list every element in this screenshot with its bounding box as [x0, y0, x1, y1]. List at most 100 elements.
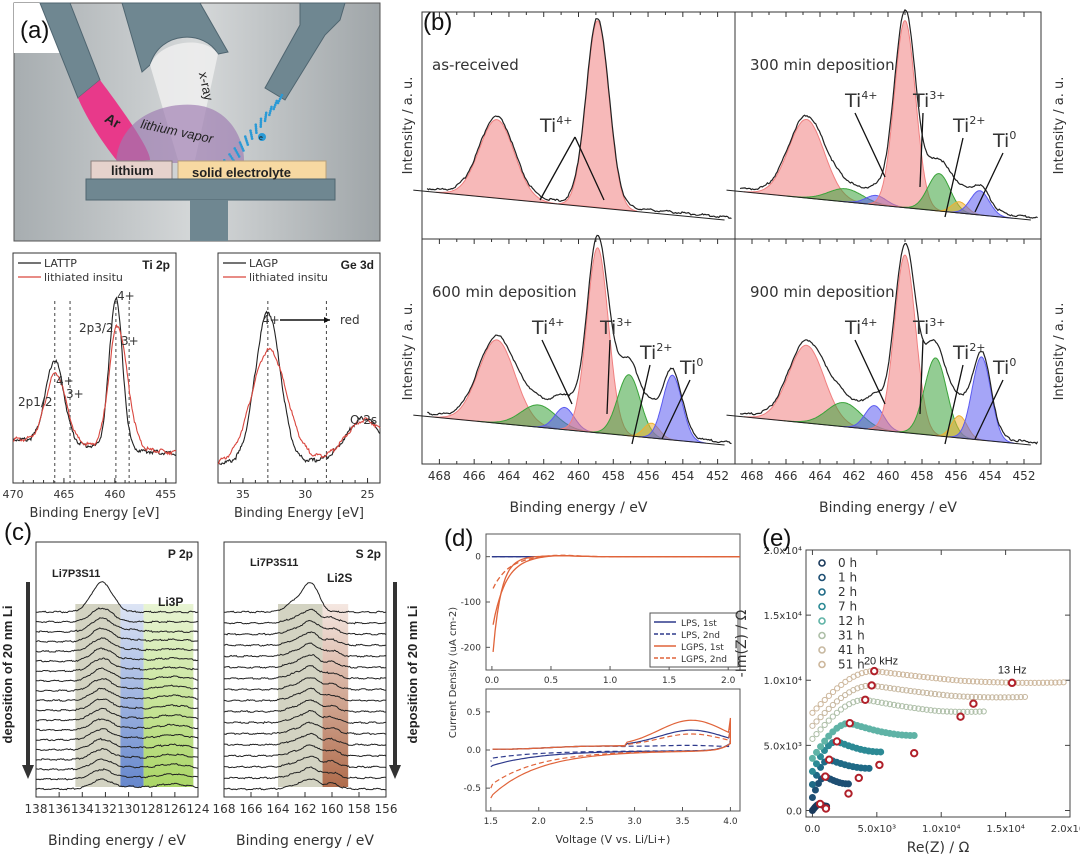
- x-tick-label: 458: [602, 469, 625, 483]
- nyquist-point-31h: [882, 700, 889, 707]
- nyquist-point-31h: [976, 708, 983, 715]
- nyquist-point-1h: [811, 786, 819, 794]
- spectrum-trace: [35, 607, 199, 624]
- x-axis-label: Binding Energy [eV]: [234, 506, 364, 521]
- nyquist-point-41h: [825, 705, 832, 712]
- nyquist-point-31h: [878, 699, 885, 706]
- fit-component-Ti0: [946, 190, 1013, 219]
- nyquist-point-31h: [817, 726, 824, 733]
- x-tick-label: 468: [741, 469, 764, 483]
- nyquist-point-41h: [854, 685, 861, 692]
- nyquist-point-51h: [891, 670, 898, 677]
- nyquist-point-31h: [854, 697, 861, 704]
- spectrum-trace: [35, 687, 199, 702]
- electron-dot: [259, 117, 263, 121]
- species-arrow: [919, 112, 924, 188]
- measured-spectrum: [427, 234, 732, 445]
- species-arrow: [539, 136, 576, 201]
- nyquist-point-51h: [932, 675, 940, 682]
- nyquist-point-31h: [943, 708, 951, 715]
- band-label: Li3P: [158, 595, 183, 609]
- nyquist-point-51h: [1023, 679, 1030, 686]
- electron-dot: [277, 99, 281, 103]
- nyquist-point-31h: [919, 706, 926, 713]
- nyquist-point-51h: [829, 688, 837, 696]
- nyquist-point-41h: [989, 694, 996, 701]
- electron-dot: [234, 149, 238, 152]
- peak-annotation: red: [340, 313, 360, 327]
- electron-dots: [222, 93, 284, 170]
- x-tick-label: 132: [94, 802, 117, 816]
- subplot-900-min-deposition: 468 466 464 462 460 458 456 454 452 900 min depos…: [726, 238, 1067, 516]
- nyquist-point-41h: [940, 691, 947, 699]
- spectrum-trace: [223, 687, 386, 702]
- nyquist-point-2h: [808, 780, 816, 788]
- spectrum-trace: [223, 699, 387, 713]
- frequency-marker: [815, 799, 825, 809]
- electron-dot: [245, 139, 248, 142]
- nyquist-point-7h: [808, 767, 816, 775]
- panel-label-e: (e): [762, 525, 791, 552]
- frequency-annotation: 20 kHz: [864, 656, 898, 668]
- y-tick-label: -100: [461, 598, 482, 608]
- x-tick-label: 5.0x10³: [858, 824, 897, 835]
- nyquist-point-41h: [833, 698, 841, 705]
- species-label: Ti4+: [844, 316, 878, 339]
- peak-annotation: 2p1/2: [18, 395, 53, 409]
- x-tick-label: 138: [25, 802, 48, 816]
- y-tick-label: 1.5x10⁴: [763, 611, 802, 622]
- frequency-marker: [845, 719, 854, 728]
- nyquist-point-31h: [833, 709, 841, 716]
- nyquist-point-41h: [809, 722, 816, 729]
- legend-marker: [818, 646, 826, 654]
- x-tick-label: 134: [71, 802, 94, 816]
- electron-dot: [229, 155, 233, 158]
- electron-dot: [264, 113, 268, 117]
- spectrum-trace: [36, 737, 199, 752]
- plot-frame: [217, 252, 381, 484]
- frequency-marker: [832, 737, 842, 746]
- electron-dot: [273, 105, 276, 109]
- chart-nyquist: 0.0 5.0x10³ 1.0x10⁴ 1.5x10⁴ 2.0x10⁴ 0.0 5.0x10…: [734, 546, 1080, 856]
- x-tick-label: 164: [267, 802, 290, 816]
- x-tick-label: 470: [3, 488, 24, 501]
- nyquist-point-51h: [1031, 679, 1038, 686]
- x-tick-label: 456: [945, 469, 968, 483]
- nyquist-point-41h: [919, 689, 926, 696]
- frequency-annotation: 13 Hz: [998, 665, 1027, 677]
- spectrum-trace: [223, 732, 387, 747]
- electron-dot: [254, 127, 258, 130]
- nyquist-point-12h: [813, 748, 821, 756]
- legend-label: LGPS, 2nd: [681, 655, 727, 665]
- x-tick-label: 464: [809, 469, 832, 483]
- nyquist-point-12h: [825, 732, 833, 740]
- species-label: Ti0: [679, 356, 703, 379]
- nyquist-point-51h: [858, 670, 865, 677]
- y-tick-label: 5.0x10³: [763, 741, 802, 752]
- x-tick-label: 3.0: [627, 817, 642, 827]
- panel-label-d: (d): [444, 525, 473, 552]
- nyquist-point-7h: [812, 760, 820, 768]
- nyquist-point-7h: [816, 753, 824, 761]
- x-tick-label: 156: [375, 802, 398, 816]
- electron-dot: [249, 131, 253, 134]
- species-label: Ti2+: [952, 114, 986, 137]
- nyquist-point-51h: [899, 671, 907, 678]
- x-tick-label: 3.5: [675, 817, 689, 827]
- nyquist-point-51h: [1056, 679, 1063, 686]
- x-tick-label: 2.5: [579, 817, 593, 827]
- nyquist-point-41h: [985, 694, 992, 701]
- peak-annotation: O 2s: [350, 413, 377, 427]
- legend-label: LGPS, 1st: [681, 643, 724, 653]
- x-tick-label: 2.0: [532, 817, 547, 827]
- nyquist-point-51h: [821, 696, 828, 704]
- deposition-arrow-head: [22, 765, 34, 779]
- species-arrow: [944, 137, 964, 218]
- spectrum-trace: [35, 617, 199, 634]
- nyquist-point-51h: [936, 675, 944, 682]
- lithium-vapor: [116, 104, 245, 163]
- legend-label: 41 h: [838, 643, 865, 657]
- nyquist-point-31h: [939, 708, 947, 715]
